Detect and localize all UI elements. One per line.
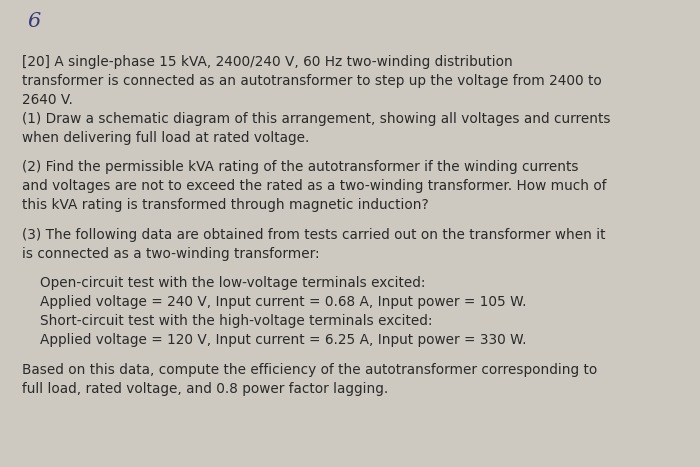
Text: when delivering full load at rated voltage.: when delivering full load at rated volta… xyxy=(22,131,309,145)
Text: 6: 6 xyxy=(27,12,41,31)
Text: (2) Find the permissible kVA rating of the autotransformer if the winding curren: (2) Find the permissible kVA rating of t… xyxy=(22,161,578,175)
Text: full load, rated voltage, and 0.8 power factor lagging.: full load, rated voltage, and 0.8 power … xyxy=(22,382,388,396)
Text: Applied voltage = 240 V, Input current = 0.68 A, Input power = 105 W.: Applied voltage = 240 V, Input current =… xyxy=(40,295,526,309)
Text: 2640 V.: 2640 V. xyxy=(22,93,73,107)
Text: (1) Draw a schematic diagram of this arrangement, showing all voltages and curre: (1) Draw a schematic diagram of this arr… xyxy=(22,112,610,126)
Text: Based on this data, compute the efficiency of the autotransformer corresponding : Based on this data, compute the efficien… xyxy=(22,363,597,377)
Text: Open-circuit test with the low-voltage terminals excited:: Open-circuit test with the low-voltage t… xyxy=(40,276,426,290)
Text: this kVA rating is transformed through magnetic induction?: this kVA rating is transformed through m… xyxy=(22,198,428,212)
Text: [20] A single-phase 15 kVA, 2400/240 V, 60 Hz two-winding distribution: [20] A single-phase 15 kVA, 2400/240 V, … xyxy=(22,55,512,69)
Text: transformer is connected as an autotransformer to step up the voltage from 2400 : transformer is connected as an autotrans… xyxy=(22,74,602,88)
Text: and voltages are not to exceed the rated as a two-winding transformer. How much : and voltages are not to exceed the rated… xyxy=(22,179,606,193)
Text: is connected as a two-winding transformer:: is connected as a two-winding transforme… xyxy=(22,247,320,261)
Text: (3) The following data are obtained from tests carried out on the transformer wh: (3) The following data are obtained from… xyxy=(22,228,606,242)
Text: Applied voltage = 120 V, Input current = 6.25 A, Input power = 330 W.: Applied voltage = 120 V, Input current =… xyxy=(40,333,526,347)
Text: Short-circuit test with the high-voltage terminals excited:: Short-circuit test with the high-voltage… xyxy=(40,314,433,328)
